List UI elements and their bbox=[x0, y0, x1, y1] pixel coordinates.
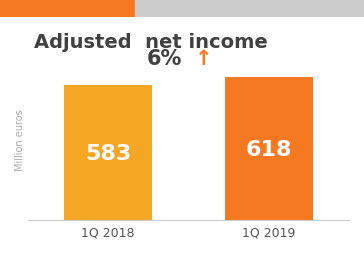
Text: 583: 583 bbox=[85, 143, 131, 163]
Bar bbox=[64, 86, 152, 220]
Bar bbox=[0, 0, 135, 18]
Text: 618: 618 bbox=[245, 139, 292, 159]
Text: ↑: ↑ bbox=[195, 49, 212, 68]
Y-axis label: Million euros: Million euros bbox=[15, 109, 25, 170]
Bar bbox=[135, 0, 364, 18]
Text: 6%: 6% bbox=[147, 49, 182, 68]
Bar bbox=[225, 78, 313, 220]
Text: Adjusted  net income: Adjusted net income bbox=[34, 33, 268, 52]
